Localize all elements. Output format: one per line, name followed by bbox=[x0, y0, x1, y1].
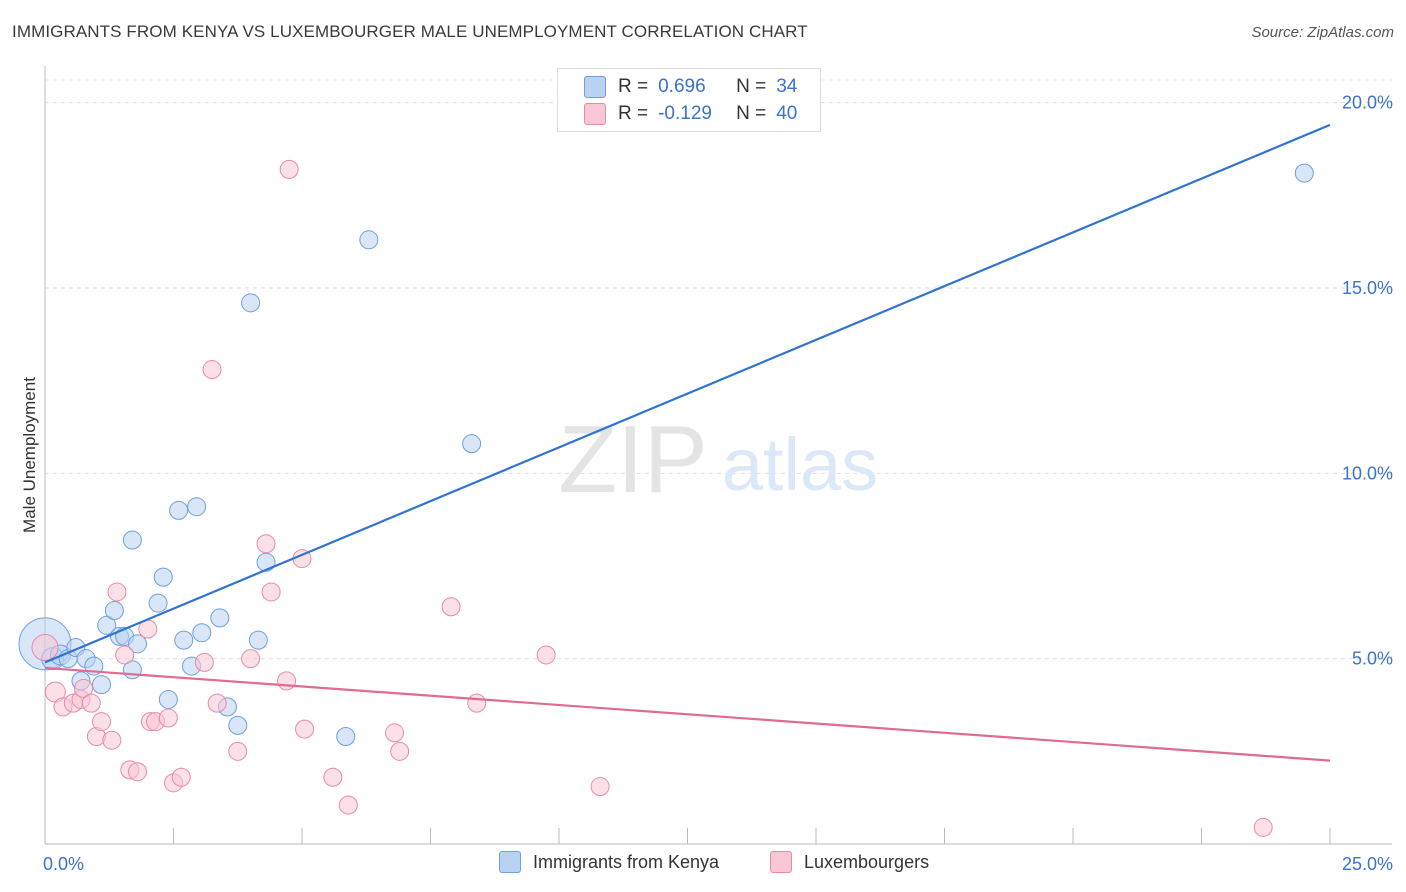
y-tick-label: 5.0% bbox=[1352, 649, 1393, 669]
data-point bbox=[202, 360, 222, 380]
luxembourg-swatch bbox=[770, 851, 792, 873]
legend-item-luxembourg[interactable]: Luxembourgers bbox=[770, 851, 929, 873]
data-point bbox=[192, 623, 212, 643]
y-tick-label: 10.0% bbox=[1342, 463, 1393, 483]
data-point bbox=[115, 645, 135, 665]
correlation-legend: R = 0.696 N = 34 R = -0.129 N = 40 bbox=[557, 68, 821, 132]
data-point bbox=[228, 715, 248, 735]
gridlines bbox=[45, 79, 1392, 660]
y-tick-label: 15.0% bbox=[1342, 278, 1393, 298]
series-luxembourgers-points bbox=[31, 159, 1273, 837]
data-point bbox=[441, 597, 461, 617]
kenya-swatch bbox=[584, 76, 606, 98]
watermark-atlas: atlas bbox=[722, 423, 878, 506]
data-point bbox=[107, 582, 127, 602]
data-point bbox=[210, 608, 230, 628]
trend-lines bbox=[44, 123, 1331, 762]
legend-label: Immigrants from Kenya bbox=[533, 851, 720, 872]
data-point bbox=[279, 159, 299, 179]
data-point bbox=[104, 600, 124, 620]
data-point bbox=[462, 434, 482, 454]
data-point bbox=[228, 741, 248, 761]
data-point bbox=[128, 762, 148, 782]
y-tick-labels: 5.0% 10.0% 15.0% 20.0% bbox=[1342, 93, 1393, 669]
data-point bbox=[256, 534, 276, 554]
data-point bbox=[323, 767, 343, 787]
data-point bbox=[1253, 817, 1273, 837]
x-tick-labels: 0.0% 25.0% bbox=[43, 854, 1393, 874]
data-point bbox=[336, 727, 356, 747]
data-point bbox=[241, 293, 261, 313]
legend-label: Luxembourgers bbox=[804, 851, 930, 872]
r-label: R = bbox=[618, 76, 649, 97]
data-point bbox=[92, 675, 112, 695]
data-point bbox=[102, 730, 122, 750]
data-point bbox=[590, 777, 610, 797]
data-point bbox=[467, 693, 487, 713]
data-point bbox=[92, 712, 112, 732]
n-label: N = bbox=[736, 103, 767, 124]
data-point bbox=[390, 741, 410, 761]
data-point bbox=[241, 649, 261, 669]
r-value: -0.129 bbox=[658, 103, 712, 124]
data-point bbox=[31, 634, 59, 662]
data-point bbox=[153, 567, 173, 587]
r-label: R = bbox=[618, 103, 649, 124]
data-point bbox=[277, 671, 297, 691]
kenya-swatch bbox=[499, 851, 521, 873]
legend-item-kenya[interactable]: Immigrants from Kenya bbox=[499, 851, 719, 873]
data-point bbox=[171, 767, 191, 787]
n-value: 34 bbox=[776, 76, 798, 97]
n-value: 40 bbox=[776, 103, 798, 124]
data-point bbox=[187, 497, 207, 517]
data-point bbox=[97, 615, 117, 635]
legend-row-luxembourg: R = -0.129 N = 40 bbox=[584, 101, 797, 127]
data-point bbox=[158, 708, 178, 728]
data-point bbox=[1294, 163, 1314, 183]
data-point bbox=[295, 719, 315, 739]
data-point bbox=[385, 723, 405, 743]
x-tick-label: 25.0% bbox=[1342, 854, 1393, 874]
kenya-trend-line bbox=[44, 123, 1331, 664]
y-tick-label: 20.0% bbox=[1342, 93, 1393, 113]
luxembourg-swatch bbox=[584, 103, 606, 125]
data-point bbox=[536, 645, 556, 665]
r-value: 0.696 bbox=[658, 76, 706, 97]
data-point bbox=[74, 678, 94, 698]
data-point bbox=[128, 634, 148, 654]
data-point bbox=[207, 693, 227, 713]
data-point bbox=[261, 582, 281, 602]
data-point bbox=[148, 593, 168, 613]
n-label: N = bbox=[736, 76, 767, 97]
source-label: Source: ZipAtlas.com bbox=[1251, 24, 1394, 41]
data-point bbox=[169, 500, 189, 520]
watermark-zip: ZIP bbox=[558, 406, 707, 513]
series-legend: Immigrants from Kenya Luxembourgers bbox=[0, 851, 1406, 877]
data-point bbox=[122, 530, 142, 550]
data-point bbox=[359, 230, 379, 250]
data-point bbox=[256, 552, 276, 572]
watermark: ZIP atlas bbox=[558, 406, 878, 513]
data-point bbox=[338, 795, 358, 815]
axes bbox=[44, 66, 1392, 845]
chart-title: IMMIGRANTS FROM KENYA VS LUXEMBOURGER MA… bbox=[12, 22, 808, 41]
x-tick-label: 0.0% bbox=[43, 854, 84, 874]
data-point bbox=[81, 693, 101, 713]
data-point bbox=[194, 652, 214, 672]
data-point bbox=[174, 630, 194, 650]
data-point bbox=[158, 689, 178, 709]
legend-row-kenya: R = 0.696 N = 34 bbox=[584, 74, 797, 100]
data-point bbox=[248, 630, 268, 650]
luxembourgers-trend-line bbox=[44, 666, 1331, 762]
